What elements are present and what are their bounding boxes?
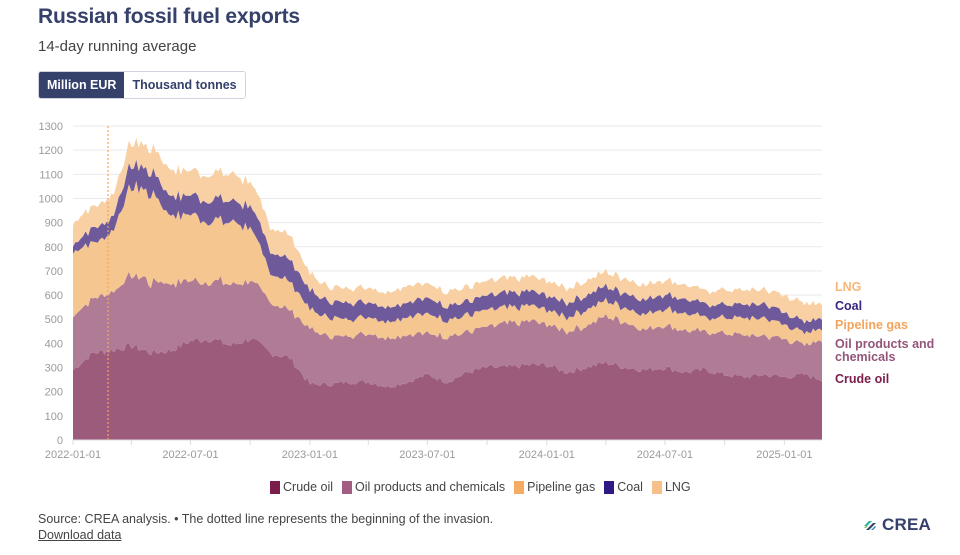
area-crude-oil[interactable] bbox=[73, 338, 822, 440]
series-end-labels: LNG Coal Pipeline gas Oil products and c… bbox=[835, 280, 934, 386]
x-tick-label: 2023-01-01 bbox=[282, 449, 338, 461]
toggle-million-eur[interactable]: Million EUR bbox=[39, 72, 125, 98]
x-tick-label: 2025-01-01 bbox=[756, 449, 812, 461]
legend-label: Pipeline gas bbox=[527, 480, 596, 494]
end-label-crude-oil: Crude oil bbox=[835, 372, 889, 386]
legend: Crude oil Oil products and chemicals Pip… bbox=[270, 480, 691, 494]
legend-item-oil-products[interactable]: Oil products and chemicals bbox=[342, 480, 505, 494]
end-label-pipeline-gas: Pipeline gas bbox=[835, 318, 908, 332]
y-tick-label: 600 bbox=[45, 290, 63, 302]
legend-item-pipeline-gas[interactable]: Pipeline gas bbox=[514, 480, 595, 494]
legend-label: Coal bbox=[617, 480, 643, 494]
y-tick-label: 1200 bbox=[39, 145, 63, 157]
crea-logo-icon bbox=[864, 521, 876, 530]
y-tick-label: 1300 bbox=[39, 121, 63, 133]
y-tick-label: 200 bbox=[45, 387, 63, 399]
y-tick-label: 800 bbox=[45, 242, 63, 254]
x-tick-label: 2022-07-01 bbox=[162, 449, 218, 461]
legend-swatch-coal bbox=[604, 480, 615, 494]
chart-subtitle: 14-day running average bbox=[38, 38, 197, 55]
stacked-area-chart: 0 100 200 300 400 500 600 700 800 900 1000 1100 1200… bbox=[39, 121, 935, 461]
crea-logo: CREA bbox=[862, 515, 931, 535]
y-tick-label: 300 bbox=[45, 363, 63, 375]
y-tick-label: 900 bbox=[45, 218, 63, 230]
legend-swatch-oil-products bbox=[342, 480, 353, 494]
end-label-oil-products-1: Oil products and bbox=[835, 337, 934, 351]
area-pipeline-gas[interactable] bbox=[73, 180, 822, 346]
legend-label: Crude oil bbox=[283, 480, 334, 494]
y-tick-label: 500 bbox=[45, 314, 63, 326]
y-tick-label: 0 bbox=[57, 435, 63, 447]
legend-item-crude-oil[interactable]: Crude oil bbox=[270, 480, 333, 494]
end-label-coal: Coal bbox=[835, 299, 862, 313]
y-tick-label: 1000 bbox=[39, 193, 63, 205]
unit-toggle: Million EUR Thousand tonnes bbox=[38, 71, 246, 99]
y-tick-label: 700 bbox=[45, 266, 63, 278]
source-note: Source: CREA analysis. • The dotted line… bbox=[38, 512, 494, 526]
legend-label: Oil products and chemicals bbox=[355, 480, 506, 494]
toggle-thousand-tonnes[interactable]: Thousand tonnes bbox=[124, 72, 245, 98]
y-tick-label: 1100 bbox=[39, 169, 63, 181]
crea-logo-text: CREA bbox=[882, 515, 931, 534]
x-tick-label: 2022-01-01 bbox=[45, 449, 101, 461]
area-coal[interactable] bbox=[73, 159, 822, 335]
y-axis: 0 100 200 300 400 500 600 700 800 900 1000 1100 1200… bbox=[39, 121, 63, 447]
x-tick-label: 2023-07-01 bbox=[399, 449, 455, 461]
x-tick-label: 2024-01-01 bbox=[519, 449, 575, 461]
x-tick-label: 2024-07-01 bbox=[637, 449, 693, 461]
y-tick-label: 100 bbox=[45, 411, 63, 423]
chart-title: Russian fossil fuel exports bbox=[38, 5, 300, 28]
area-series bbox=[73, 137, 822, 440]
legend-swatch-lng bbox=[651, 480, 662, 494]
area-lng[interactable] bbox=[73, 137, 822, 324]
x-axis: 2022-01-01 2022-07-01 2023-01-01 2023-07-01… bbox=[45, 439, 822, 461]
legend-swatch-pipeline-gas bbox=[514, 480, 525, 494]
legend-label: LNG bbox=[664, 480, 691, 494]
end-label-lng: LNG bbox=[835, 280, 861, 294]
legend-item-lng[interactable]: LNG bbox=[651, 480, 691, 494]
legend-swatch-crude-oil bbox=[270, 480, 280, 494]
download-data-link[interactable]: Download data bbox=[38, 528, 122, 542]
y-tick-label: 400 bbox=[45, 338, 63, 350]
legend-item-coal[interactable]: Coal bbox=[604, 480, 643, 494]
area-oil-products-and-chemicals[interactable] bbox=[73, 271, 822, 388]
end-label-oil-products-2: chemicals bbox=[835, 350, 896, 364]
